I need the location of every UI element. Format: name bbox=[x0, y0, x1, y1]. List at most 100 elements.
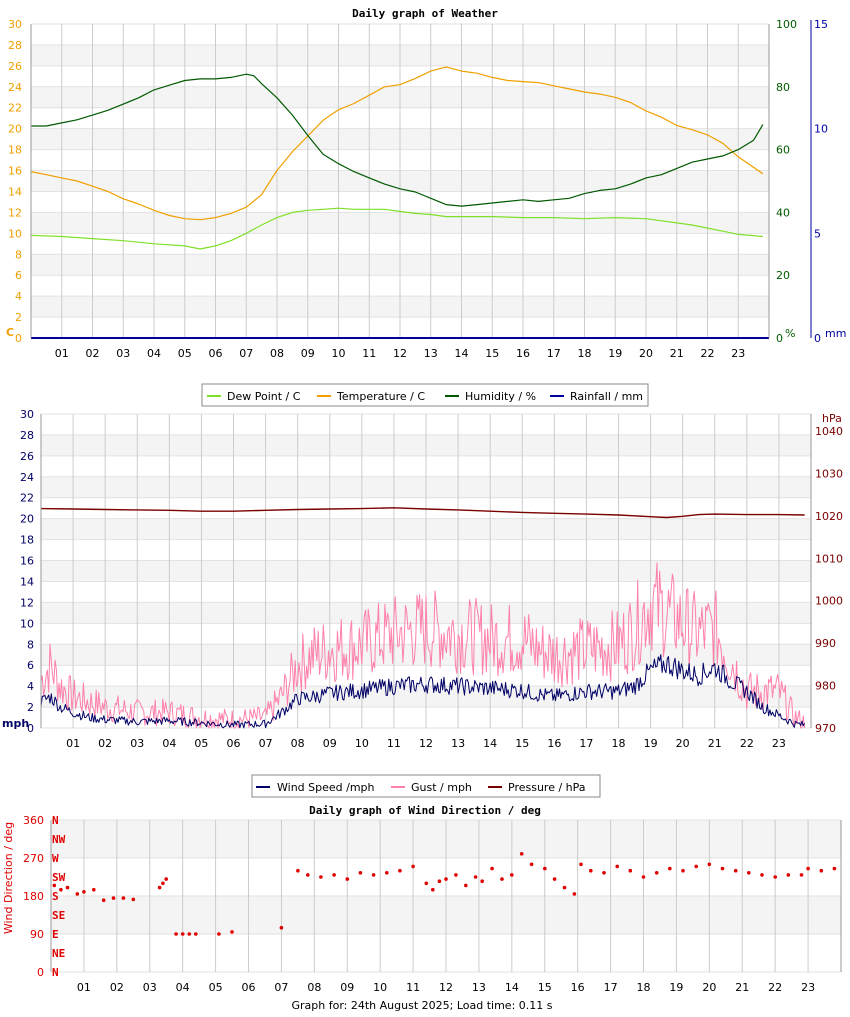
temp-tick-label: 2 bbox=[15, 311, 22, 324]
direction-point bbox=[157, 885, 162, 890]
hour-tick-label: 09 bbox=[301, 347, 315, 360]
degree-tick-label: 270 bbox=[23, 852, 44, 865]
direction-chart: Daily graph of Wind Direction / deg 0901… bbox=[2, 804, 842, 994]
hour-tick-label: 23 bbox=[772, 737, 786, 750]
wind-legend-box bbox=[251, 774, 601, 798]
degree-tick-label: 180 bbox=[23, 890, 44, 903]
weather-x-ticks: 01 02 03 04 05 06 07 08 09 10 11 12 13 14 15 16 17 18 19 20… bbox=[55, 347, 746, 360]
direction-point bbox=[52, 883, 57, 888]
hour-tick-label: 21 bbox=[735, 981, 749, 994]
hour-tick-label: 21 bbox=[708, 737, 722, 750]
direction-point bbox=[319, 875, 323, 879]
wind-tick-label: 30 bbox=[20, 408, 34, 421]
rain-tick-label: 10 bbox=[814, 123, 828, 136]
hour-tick-label: 13 bbox=[424, 347, 438, 360]
wind-grid bbox=[41, 413, 811, 729]
hour-tick-label: 05 bbox=[209, 981, 223, 994]
wind-tick-label: 8 bbox=[27, 638, 34, 651]
direction-chart-title: Daily graph of Wind Direction / deg bbox=[309, 804, 541, 817]
compass-label: S bbox=[52, 890, 59, 903]
weather-axes bbox=[30, 20, 812, 338]
direction-point bbox=[694, 864, 698, 869]
hour-tick-label: 20 bbox=[676, 737, 690, 750]
hour-tick-label: 23 bbox=[801, 981, 815, 994]
direction-point bbox=[279, 925, 284, 930]
wind-tick-label: 0 bbox=[27, 722, 34, 735]
windspeed-line bbox=[40, 654, 806, 729]
rain-tick-label: 5 bbox=[814, 227, 821, 240]
hour-tick-label: 18 bbox=[578, 347, 592, 360]
hour-tick-label: 17 bbox=[547, 347, 561, 360]
direction-point bbox=[180, 932, 185, 936]
hour-tick-label: 01 bbox=[66, 737, 80, 750]
hour-tick-label: 02 bbox=[86, 347, 100, 360]
direction-axes bbox=[50, 820, 842, 972]
wind-x-ticks: 01 02 03 04 05 06 07 08 09 10 11 12 13 14 15 16 17 18 19 20… bbox=[66, 737, 786, 750]
hour-tick-label: 18 bbox=[637, 981, 651, 994]
weather-legend: Dew Point / C Temperature / C Humidity /… bbox=[201, 383, 649, 407]
direction-point bbox=[230, 930, 234, 934]
hour-tick-label: 11 bbox=[387, 737, 401, 750]
compass-label: NE bbox=[52, 947, 65, 960]
humidity-unit-label: % bbox=[785, 327, 795, 340]
pressure-tick-label: 1030 bbox=[815, 467, 843, 480]
weather-rain-ticks: 0 5 10 15 bbox=[814, 18, 828, 345]
wind-tick-label: 12 bbox=[20, 596, 34, 609]
humidity-tick-label: 60 bbox=[776, 144, 790, 157]
pressure-unit-label: hPa bbox=[822, 412, 842, 425]
hour-tick-label: 13 bbox=[472, 981, 486, 994]
hour-tick-label: 03 bbox=[143, 981, 157, 994]
temp-tick-label: 4 bbox=[15, 290, 22, 303]
hour-tick-label: 14 bbox=[505, 981, 519, 994]
direction-point bbox=[681, 868, 685, 873]
weather-chart-title: Daily graph of Weather bbox=[352, 7, 498, 20]
direction-point bbox=[187, 932, 192, 936]
direction-point bbox=[552, 877, 557, 881]
direction-point bbox=[490, 866, 494, 871]
direction-compass-labels: N NE E SE S SW W NW N bbox=[52, 814, 66, 979]
legend-humidity: Humidity / % bbox=[465, 390, 536, 403]
hour-tick-label: 09 bbox=[340, 981, 354, 994]
hour-tick-label: 17 bbox=[579, 737, 593, 750]
hour-tick-label: 16 bbox=[571, 981, 585, 994]
direction-point bbox=[82, 890, 86, 894]
temp-tick-label: 8 bbox=[15, 248, 22, 261]
pressure-tick-label: 1020 bbox=[815, 510, 843, 523]
pressure-line bbox=[40, 507, 805, 519]
rain-tick-label: 0 bbox=[814, 332, 821, 345]
compass-label: N bbox=[52, 814, 59, 827]
direction-point bbox=[59, 887, 63, 892]
direction-point bbox=[385, 871, 389, 875]
hour-tick-label: 09 bbox=[323, 737, 337, 750]
hour-tick-label: 11 bbox=[362, 347, 376, 360]
hour-tick-label: 16 bbox=[547, 737, 561, 750]
direction-point bbox=[121, 896, 126, 900]
hour-tick-label: 05 bbox=[194, 737, 208, 750]
direction-y-axis-label: Wind Direction / deg bbox=[2, 822, 15, 934]
direction-point bbox=[519, 852, 524, 856]
gust-line bbox=[40, 562, 806, 729]
hour-tick-label: 14 bbox=[455, 347, 469, 360]
temp-tick-label: 0 bbox=[15, 332, 22, 345]
direction-point bbox=[579, 862, 583, 867]
legend-pressure: Pressure / hPa bbox=[508, 781, 586, 794]
hour-tick-label: 13 bbox=[451, 737, 465, 750]
direction-point bbox=[589, 868, 593, 873]
direction-point bbox=[799, 873, 804, 877]
hour-tick-label: 10 bbox=[332, 347, 346, 360]
direction-point bbox=[345, 877, 350, 881]
wind-tick-label: 22 bbox=[20, 492, 34, 505]
direction-point bbox=[431, 887, 435, 892]
temperature-line bbox=[30, 66, 764, 221]
legend-temperature: Temperature / C bbox=[336, 390, 425, 403]
direction-point bbox=[131, 897, 136, 902]
hour-tick-label: 02 bbox=[98, 737, 112, 750]
hour-tick-label: 08 bbox=[291, 737, 305, 750]
hour-tick-label: 17 bbox=[604, 981, 618, 994]
weather-series bbox=[30, 66, 769, 339]
direction-point bbox=[641, 875, 646, 879]
humidity-line bbox=[31, 73, 764, 207]
hour-tick-label: 15 bbox=[485, 347, 499, 360]
hour-tick-label: 10 bbox=[355, 737, 369, 750]
